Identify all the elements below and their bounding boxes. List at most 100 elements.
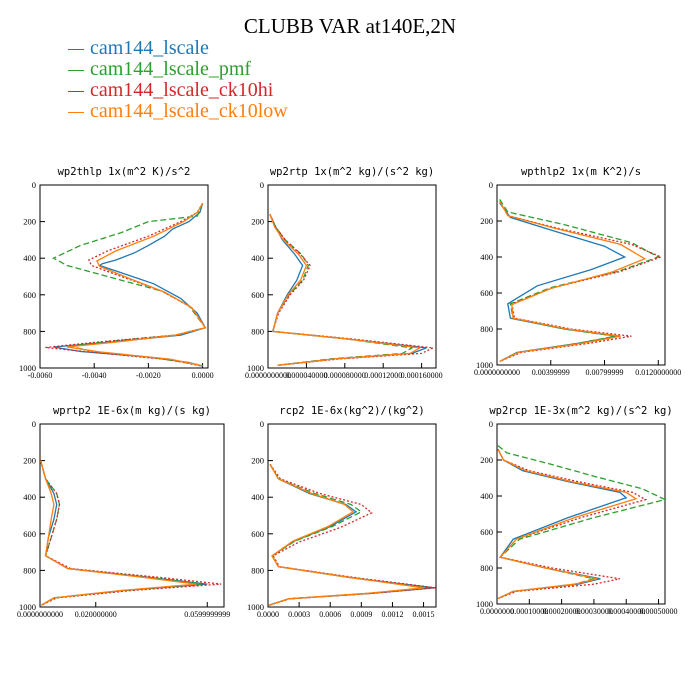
- x-tick-label: 0.00030000: [575, 607, 613, 616]
- y-tick-label: 400: [480, 252, 493, 262]
- series-line-2: [39, 460, 202, 606]
- panel-title: wpthlp2 1x(m K^2)/s: [521, 166, 641, 178]
- x-tick-label: 0.0006: [319, 610, 341, 619]
- x-tick-label: 0.0015: [413, 610, 435, 619]
- x-tick-label: -0.0060: [28, 371, 53, 380]
- plot-frame: [496, 184, 666, 366]
- series-line-1: [497, 448, 628, 600]
- legend-line-icon: [68, 69, 84, 71]
- plot-frame: [267, 423, 437, 608]
- y-tick-label: 400: [23, 253, 36, 263]
- legend-line-icon: [68, 48, 84, 50]
- x-tick-label: 0.00799999: [586, 368, 624, 377]
- y-tick-label: 800: [480, 324, 493, 334]
- panel-title: wp2rcp 1E-3x(m^2 kg)/(s^2 kg): [489, 405, 672, 417]
- x-tick-label: 0.0000000000: [474, 368, 520, 377]
- legend-item-ck10hi: cam144_lscale_ck10hi: [68, 80, 273, 100]
- y-tick-label: 200: [480, 455, 493, 465]
- y-tick-label: 1000: [19, 363, 36, 373]
- x-tick-label: 0.0000000: [480, 607, 514, 616]
- series-line-2: [499, 199, 660, 362]
- x-tick-label: 0.0009: [350, 610, 372, 619]
- series-line-4: [67, 202, 207, 367]
- x-tick-label: 0.00050000: [640, 607, 678, 616]
- series-line-4: [499, 200, 647, 362]
- y-tick-label: 600: [23, 290, 36, 300]
- y-tick-label: 400: [23, 492, 36, 502]
- x-tick-label: 0.0000000000: [245, 371, 291, 380]
- plot-frame: [496, 423, 666, 605]
- x-tick-label: 0.0003: [288, 610, 310, 619]
- y-tick-label: 200: [480, 216, 493, 226]
- panel-2: wp2rtp 1x(m^2 kg)/(s^2 kg) 0 200 400 600 800 1…: [245, 166, 443, 380]
- y-tick-label: 600: [251, 290, 264, 300]
- series-line-1: [39, 460, 208, 606]
- panel-title: wprtp2 1E-6x(m kg)/(s kg): [53, 405, 211, 417]
- panel-1: wp2thlp 1x(m^2 K)/s^2 0 200 400 600 800 1000-0…: [19, 166, 214, 380]
- x-tick-label: 0.00399999: [532, 368, 570, 377]
- series-line-3: [269, 214, 436, 366]
- y-tick-label: 800: [23, 326, 36, 336]
- series-line-4: [269, 214, 422, 366]
- y-tick-label: 1000: [247, 602, 264, 612]
- y-tick-label: 0: [260, 419, 264, 429]
- series-line-3: [45, 202, 207, 367]
- y-tick-label: 0: [32, 419, 36, 429]
- series-line-4: [268, 463, 424, 606]
- x-tick-label: 0.0120000000: [635, 368, 681, 377]
- series-line-3: [499, 200, 663, 362]
- panel-title: wp2rtp 1x(m^2 kg)/(s^2 kg): [270, 166, 434, 178]
- series-line-2: [497, 445, 667, 600]
- y-tick-label: 200: [23, 217, 36, 227]
- y-tick-label: 1000: [476, 360, 493, 370]
- y-tick-label: 400: [480, 491, 493, 501]
- x-tick-label: 0.00010000: [510, 607, 548, 616]
- x-tick-label: 0.0012: [381, 610, 403, 619]
- y-tick-label: 1000: [19, 602, 36, 612]
- x-tick-label: 0.0000000000: [17, 610, 63, 619]
- y-tick-label: 1000: [476, 599, 493, 609]
- series-line-1: [499, 202, 627, 362]
- legend-label: cam144_lscale: [90, 37, 209, 59]
- panel-6: wp2rcp 1E-3x(m^2 kg)/(s^2 kg) 0 200 400 600 8…: [476, 405, 678, 616]
- y-tick-label: 600: [480, 288, 493, 298]
- series-line-3: [497, 448, 648, 600]
- figure-title: CLUBB VAR at140E,2N: [243, 14, 457, 38]
- series-line-3: [268, 463, 437, 606]
- x-tick-label: 0.000080000: [324, 371, 366, 380]
- x-tick-label: 0.000040000: [285, 371, 327, 380]
- plot-frame: [39, 423, 225, 608]
- legend-item-pmf: cam144_lscale_pmf: [68, 59, 251, 79]
- x-tick-label: 0.0599999999: [184, 610, 230, 619]
- plot-frame: [267, 184, 437, 369]
- series-line-4: [39, 460, 197, 606]
- plot-frame: [39, 184, 209, 369]
- y-tick-label: 0: [32, 180, 36, 190]
- series-line-2: [52, 203, 207, 366]
- x-tick-label: 0.00020000: [543, 607, 581, 616]
- x-tick-label: 0.00012000: [364, 371, 402, 380]
- panel-4: wprtp2 1E-6x(m kg)/(s kg) 0 200 400 600 800 10…: [17, 405, 230, 619]
- y-tick-label: 200: [251, 217, 264, 227]
- y-tick-label: 800: [251, 326, 264, 336]
- x-tick-label: 0.0000: [192, 371, 214, 380]
- panel-title: rcp2 1E-6x(kg^2)/(kg^2): [279, 405, 424, 417]
- y-tick-label: 400: [251, 492, 264, 502]
- y-tick-label: 600: [251, 529, 264, 539]
- series-line-4: [497, 448, 638, 600]
- y-tick-label: 400: [251, 253, 264, 263]
- y-tick-label: 800: [251, 565, 264, 575]
- legend-line-icon: [68, 90, 84, 92]
- y-tick-label: 800: [23, 565, 36, 575]
- x-tick-label: 0.0000: [257, 610, 279, 619]
- legend-line-icon: [68, 111, 84, 113]
- series-line-1: [53, 203, 207, 367]
- y-tick-label: 0: [260, 180, 264, 190]
- panel-3: wpthlp2 1x(m K^2)/s020040060080010000.00…: [474, 166, 681, 377]
- panel-title: wp2thlp 1x(m^2 K)/s^2: [58, 166, 191, 178]
- y-tick-label: 0: [489, 419, 493, 429]
- y-tick-label: 200: [251, 456, 264, 466]
- panel-5: rcp2 1E-6x(kg^2)/(kg^2) 0 200 400 600 800 1000…: [247, 405, 437, 619]
- legend-label: cam144_lscale_ck10low: [90, 100, 288, 122]
